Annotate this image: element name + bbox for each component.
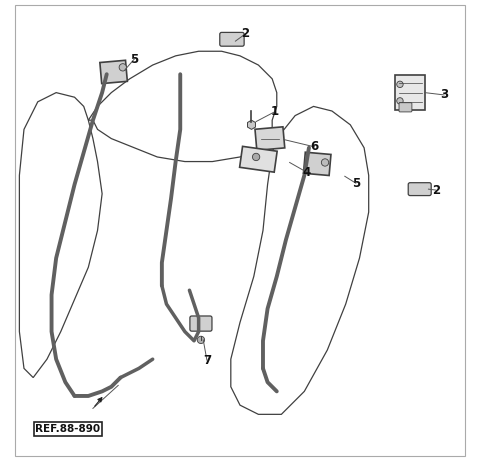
Text: 5: 5 <box>352 177 360 189</box>
Circle shape <box>197 336 204 343</box>
FancyBboxPatch shape <box>220 32 244 46</box>
FancyBboxPatch shape <box>190 316 212 331</box>
FancyBboxPatch shape <box>408 183 431 195</box>
FancyBboxPatch shape <box>100 60 127 83</box>
FancyBboxPatch shape <box>395 75 425 110</box>
Text: 1: 1 <box>270 106 278 118</box>
Circle shape <box>397 98 403 104</box>
FancyBboxPatch shape <box>255 127 285 150</box>
Text: 2: 2 <box>241 27 250 40</box>
FancyBboxPatch shape <box>303 152 331 176</box>
FancyBboxPatch shape <box>399 103 412 112</box>
Circle shape <box>321 159 329 166</box>
Circle shape <box>119 64 126 71</box>
FancyBboxPatch shape <box>240 146 277 172</box>
Text: 3: 3 <box>440 89 448 101</box>
Text: 4: 4 <box>302 165 311 178</box>
Circle shape <box>397 81 403 88</box>
Text: REF.88-890: REF.88-890 <box>36 424 101 434</box>
Text: 2: 2 <box>432 183 440 196</box>
Text: 7: 7 <box>203 354 211 366</box>
Text: 5: 5 <box>130 53 138 65</box>
Circle shape <box>252 154 260 160</box>
Text: 6: 6 <box>311 140 319 154</box>
